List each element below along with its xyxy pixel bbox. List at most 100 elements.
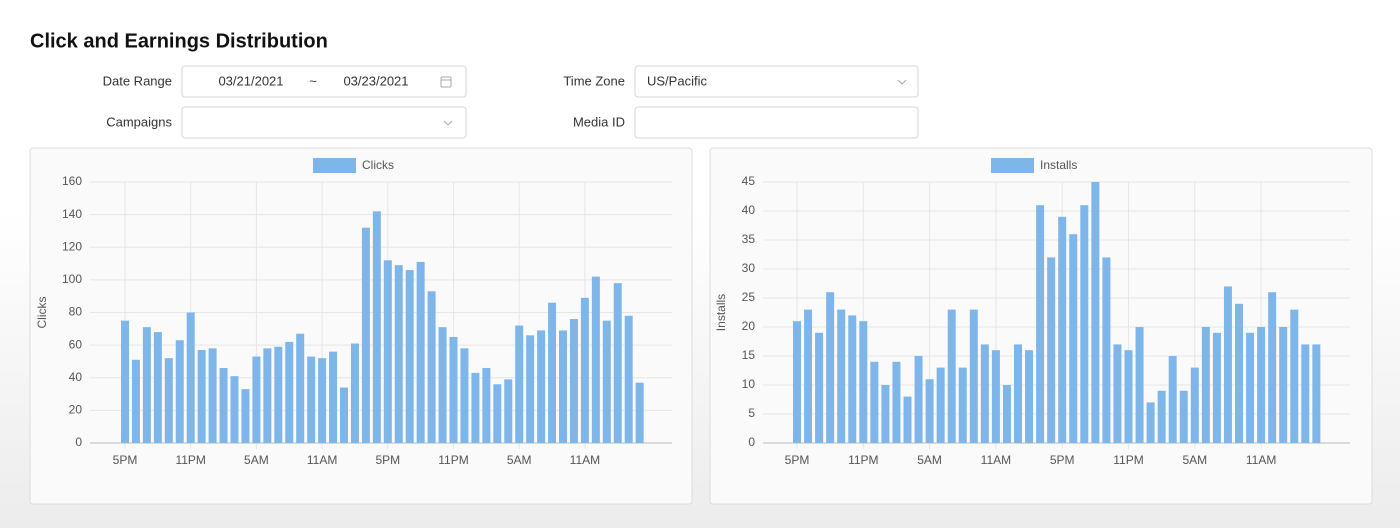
bar: [405, 270, 414, 443]
bar: [1279, 327, 1288, 443]
bar: [197, 350, 206, 443]
x-tick-label: 11PM: [438, 453, 468, 467]
y-tick-label: 30: [742, 261, 756, 275]
chevron: [897, 79, 907, 85]
x-tick-label: 11PM: [848, 453, 878, 467]
bar: [1135, 327, 1144, 443]
bar: [350, 343, 359, 443]
chevron: [443, 120, 453, 126]
bar: [186, 312, 195, 443]
bar: [969, 309, 978, 443]
bar: [793, 321, 801, 443]
legend-label: Installs: [1040, 158, 1077, 172]
bar: [1080, 205, 1089, 443]
bar: [427, 291, 436, 443]
campaigns-select[interactable]: [181, 106, 467, 139]
bar: [537, 330, 546, 443]
bar: [1025, 350, 1034, 443]
bar: [624, 315, 633, 443]
bar: [153, 332, 162, 443]
bar: [1168, 356, 1177, 443]
end-date[interactable]: 03/23/2021: [343, 73, 408, 88]
x-tick-label: 5PM: [1050, 453, 1075, 467]
bar: [383, 260, 392, 443]
bar: [947, 309, 956, 443]
bar: [1113, 344, 1122, 443]
y-tick-label: 60: [69, 337, 83, 351]
field-label: Date Range: [103, 73, 172, 88]
bar: [559, 330, 567, 443]
bar: [1212, 332, 1221, 443]
bar: [504, 379, 513, 443]
bar: [241, 389, 250, 443]
y-tick-label: 40: [742, 203, 756, 217]
bar: [526, 335, 535, 443]
bar: [274, 346, 283, 443]
bar: [1235, 303, 1243, 443]
bar: [449, 336, 458, 443]
bar: [208, 348, 217, 443]
y-tick-label: 35: [742, 232, 756, 246]
y-tick-label: 0: [748, 435, 755, 449]
y-tick-label: 140: [62, 207, 82, 221]
calendar-icon[interactable]: [440, 76, 452, 88]
bar: [263, 348, 272, 443]
x-tick-label: 5PM: [375, 453, 400, 467]
time-zone-value[interactable]: US/Pacific: [647, 73, 707, 88]
bar: [1002, 385, 1011, 443]
bar: [285, 341, 294, 443]
bar: [837, 309, 846, 443]
y-tick-label: 20: [69, 403, 83, 417]
media-id-input[interactable]: [634, 106, 919, 139]
y-tick-label: 25: [742, 290, 756, 304]
bar: [460, 348, 469, 443]
y-tick-label: 80: [69, 305, 83, 319]
bar: [329, 351, 338, 443]
bar: [142, 327, 151, 443]
bar: [1312, 344, 1321, 443]
y-tick-label: 120: [62, 239, 82, 253]
x-tick-label: 5PM: [113, 453, 138, 467]
x-tick-label: 5PM: [785, 453, 810, 467]
x-tick-label: 5AM: [244, 453, 269, 467]
x-tick-label: 11AM: [307, 453, 337, 467]
bar: [416, 261, 425, 443]
bar: [826, 292, 835, 443]
bar: [1014, 344, 1022, 443]
bar: [1157, 390, 1166, 443]
bar: [394, 265, 403, 443]
y-axis-label: Clicks: [35, 297, 49, 329]
y-tick-label: 5: [748, 406, 755, 420]
bar: [1146, 402, 1155, 443]
bar: [602, 320, 611, 443]
date-range-input[interactable]: [181, 65, 467, 98]
bar: [438, 327, 447, 443]
date-separator: ~: [309, 73, 317, 88]
y-tick-label: 15: [742, 348, 756, 362]
bar: [1058, 216, 1067, 443]
bar: [635, 382, 644, 443]
bar: [1179, 390, 1188, 443]
bar: [881, 385, 890, 443]
bar: [980, 344, 989, 443]
y-tick-label: 10: [742, 377, 756, 391]
x-tick-label: 5AM: [917, 453, 942, 467]
time-zone-select[interactable]: [634, 65, 919, 98]
x-tick-label: 5AM: [1182, 453, 1207, 467]
bar: [1290, 309, 1299, 443]
bar: [991, 350, 1000, 443]
bar: [372, 211, 381, 443]
bar: [1268, 292, 1277, 443]
bar: [580, 297, 589, 443]
start-date[interactable]: 03/21/2021: [218, 73, 283, 88]
bar: [859, 321, 868, 443]
field-label: Time Zone: [563, 73, 625, 88]
bar: [1246, 332, 1255, 443]
bar: [958, 367, 967, 443]
bar: [482, 367, 491, 443]
legend-swatch: [313, 158, 356, 173]
bar: [548, 302, 557, 443]
bar: [175, 340, 184, 443]
bar: [613, 283, 622, 443]
bar: [164, 358, 173, 443]
